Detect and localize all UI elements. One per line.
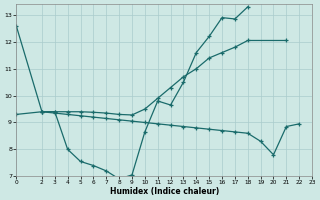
X-axis label: Humidex (Indice chaleur): Humidex (Indice chaleur) bbox=[109, 187, 219, 196]
